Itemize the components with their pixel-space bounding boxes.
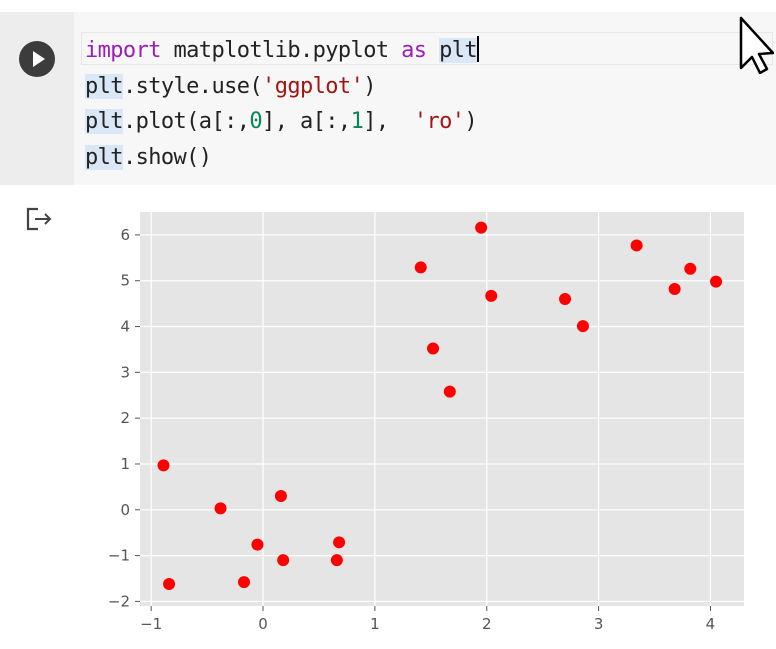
output-arrow-icon[interactable]: [26, 207, 54, 231]
data-point: [157, 459, 170, 472]
code-token: ): [464, 109, 478, 134]
code-token: .plot(a[:,: [122, 109, 250, 134]
y-tick-label: 0: [120, 501, 130, 519]
code-line[interactable]: plt.plot(a[:,0], a[:,1], 'ro'): [85, 104, 479, 140]
x-tick-label: 1: [370, 615, 380, 633]
code-token: 1: [350, 109, 364, 134]
code-token: .show(): [122, 144, 212, 170]
data-point: [630, 239, 643, 252]
scatter-plot: −1 0 1 2 3 4 −2 −1 0 1 2 3 4 5 6: [108, 212, 744, 633]
data-point: [251, 538, 264, 551]
code-editor[interactable]: import matplotlib.pyplot as plt plt.style…: [74, 12, 776, 185]
data-point: [330, 554, 343, 567]
code-token: 'ggplot': [262, 73, 364, 99]
y-tick-label: 6: [120, 226, 130, 244]
current-line-highlight: [81, 32, 773, 65]
code-token: matplotlib.pyplot: [160, 38, 402, 63]
code-line[interactable]: import matplotlib.pyplot as plt: [85, 33, 480, 69]
code-token: ], a[:,: [262, 109, 351, 134]
cell-gutter: [0, 12, 74, 185]
y-tick-label: 4: [120, 318, 130, 336]
data-point: [710, 275, 723, 288]
x-tick-label: 0: [258, 615, 268, 633]
code-token: .style.use(: [122, 73, 263, 99]
grid-lines: [140, 212, 744, 606]
data-point: [475, 221, 488, 234]
code-token: 'ro': [413, 109, 465, 134]
x-tick-label: −1: [140, 615, 162, 633]
code-line[interactable]: plt.show(): [85, 140, 479, 176]
code-token: plt: [85, 109, 124, 134]
axis-ticks: −1 0 1 2 3 4 −2 −1 0 1 2 3 4 5 6: [108, 226, 715, 633]
text-cursor: [477, 36, 480, 62]
data-points: [157, 221, 723, 591]
y-tick-label: 3: [120, 363, 130, 381]
data-point: [559, 293, 572, 306]
code-token: [426, 38, 439, 63]
code-token: ],: [363, 109, 414, 134]
code-token: plt: [85, 144, 124, 170]
data-point: [443, 385, 456, 398]
data-point: [414, 261, 427, 274]
code-cell[interactable]: import matplotlib.pyplot as plt plt.style…: [0, 0, 776, 185]
code-token: import: [85, 38, 161, 63]
y-tick-label: 5: [120, 272, 130, 290]
x-tick-label: 3: [594, 615, 604, 633]
y-tick-label: 2: [120, 409, 130, 427]
play-icon: [33, 51, 45, 67]
data-point: [163, 578, 176, 591]
code-text[interactable]: import matplotlib.pyplot as plt plt.style…: [85, 33, 480, 176]
plot-area: [140, 212, 744, 606]
data-point: [485, 289, 498, 302]
y-tick-label: 1: [120, 455, 130, 473]
data-point: [238, 576, 251, 589]
y-tick-label: −1: [108, 547, 130, 565]
x-tick-label: 4: [706, 615, 716, 633]
code-token: ): [363, 73, 376, 99]
code-token: 0: [249, 109, 263, 134]
data-point: [684, 262, 697, 275]
mouse-pointer-icon: [739, 16, 774, 74]
data-point: [333, 536, 346, 549]
data-point: [277, 554, 290, 567]
data-point: [576, 320, 589, 333]
code-token: plt: [85, 73, 124, 99]
y-tick-label: −2: [108, 592, 130, 610]
run-cell-button[interactable]: [19, 41, 55, 77]
code-token: as: [401, 38, 427, 63]
code-token: plt: [439, 38, 478, 63]
data-point: [214, 502, 227, 515]
code-line[interactable]: plt.style.use('ggplot'): [85, 69, 479, 105]
data-point: [274, 490, 287, 503]
x-tick-label: 2: [482, 615, 492, 633]
data-point: [668, 282, 681, 295]
data-point: [427, 342, 440, 355]
